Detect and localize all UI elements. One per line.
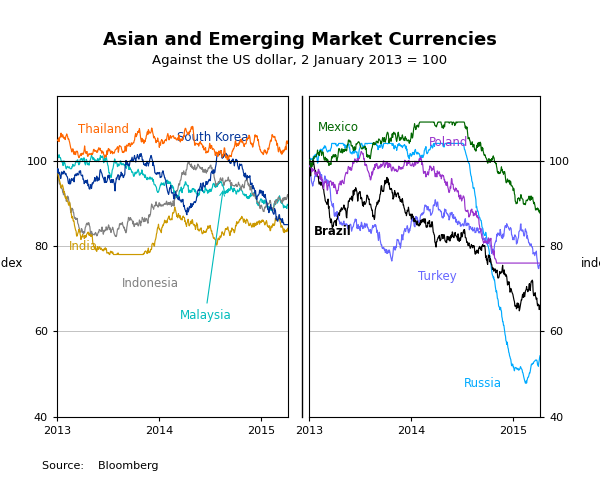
Text: Thailand: Thailand — [78, 123, 129, 136]
Text: Malaysia: Malaysia — [179, 191, 231, 321]
Text: Turkey: Turkey — [418, 270, 457, 283]
Y-axis label: index: index — [0, 256, 23, 269]
Text: Asian and Emerging Market Currencies: Asian and Emerging Market Currencies — [103, 31, 497, 49]
Text: Russia: Russia — [464, 377, 502, 390]
Text: Against the US dollar, 2 January 2013 = 100: Against the US dollar, 2 January 2013 = … — [152, 54, 448, 67]
Text: India: India — [68, 240, 98, 253]
Text: Source:    Bloomberg: Source: Bloomberg — [42, 461, 158, 471]
Text: South Korea: South Korea — [177, 131, 248, 144]
Y-axis label: index: index — [581, 256, 600, 269]
Text: Poland: Poland — [429, 135, 469, 148]
Text: Brazil: Brazil — [314, 225, 352, 238]
Text: Mexico: Mexico — [318, 120, 359, 134]
Text: Indonesia: Indonesia — [122, 277, 179, 290]
